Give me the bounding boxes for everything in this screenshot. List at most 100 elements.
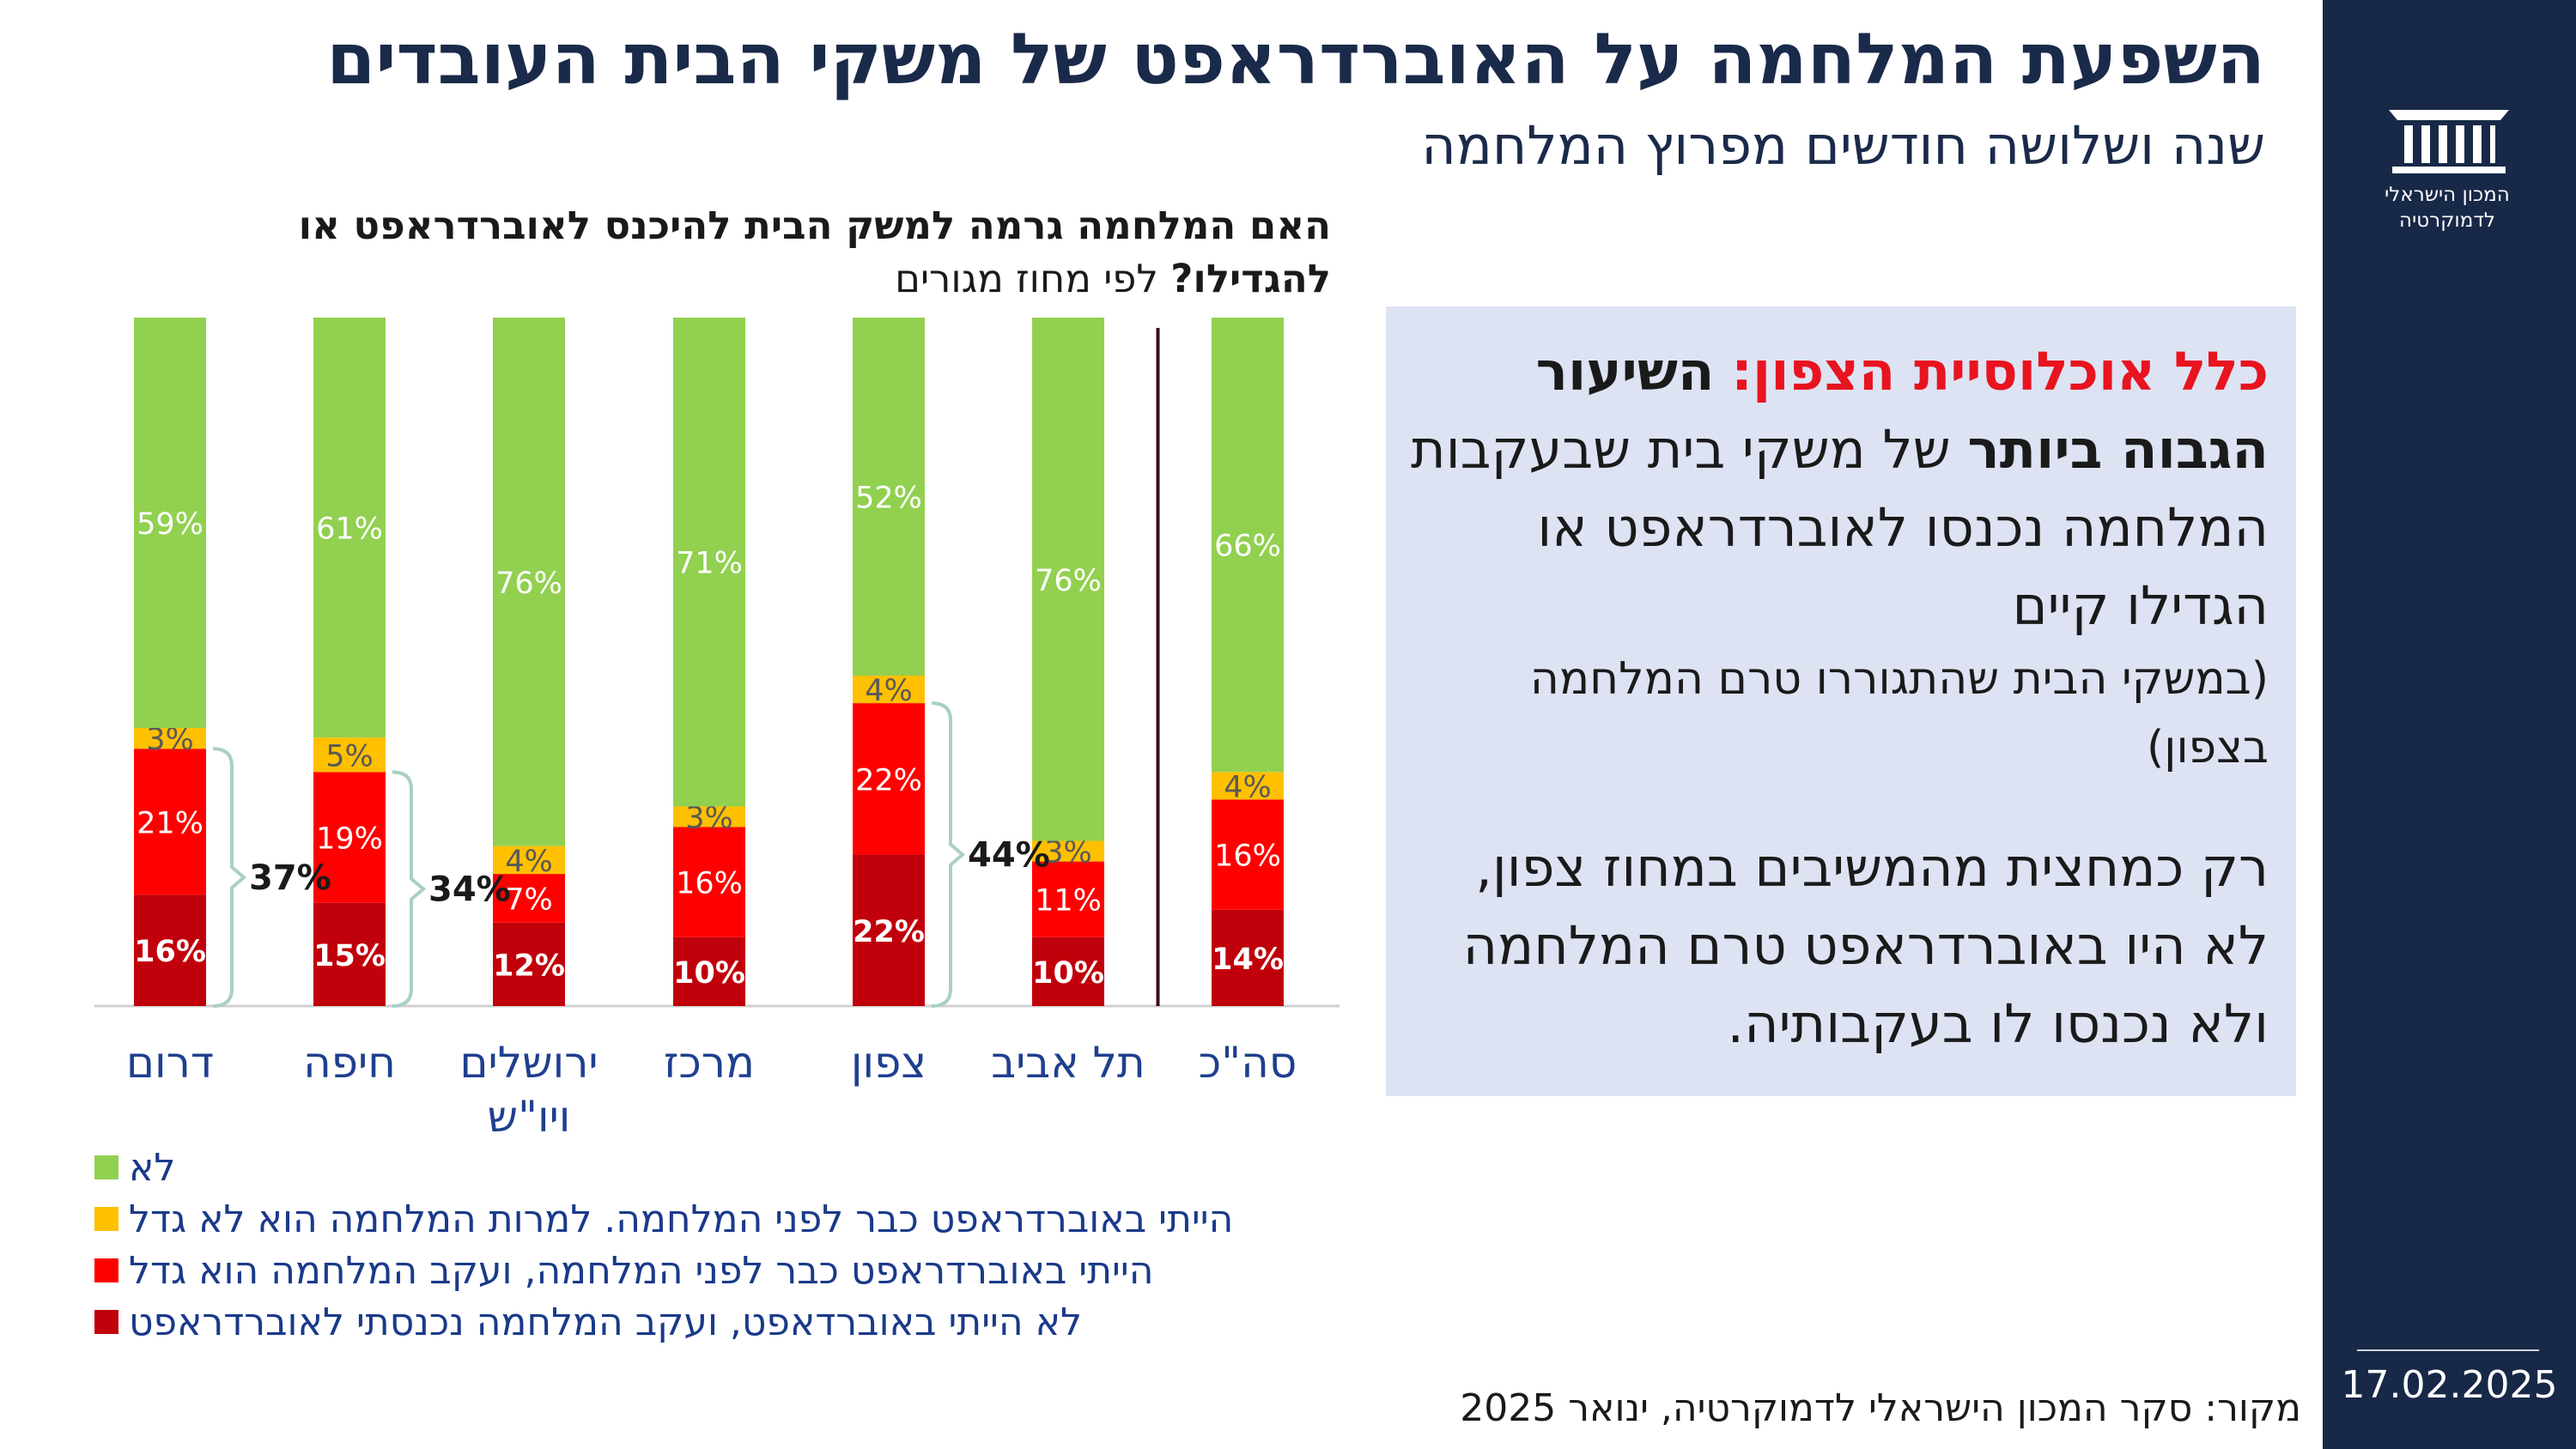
bar-segment-0-2	[134, 727, 206, 749]
page-title: השפעת המלחמה על האוברדראפט של משקי הבית …	[326, 19, 2265, 100]
source-note: מקור: סקר המכון הישראלי לדמוקרטיה, ינואר…	[1460, 1386, 2301, 1430]
stacked-bar-chart: 16%21%3%59%15%19%5%61%12%7%4%76%10%16%3%…	[94, 318, 1340, 1142]
data-label: 3%	[146, 723, 194, 757]
bar-segment-2-1	[493, 874, 565, 923]
bar-segment-2-0	[493, 922, 565, 1006]
org-name: המכון הישראלי לדמוקרטיה	[2348, 182, 2546, 233]
legend-label: לא הייתי באוברדאפט, ועקב המלחמה נכנסתי ל…	[129, 1300, 1083, 1344]
data-label: 4%	[505, 845, 553, 879]
sidebar	[2323, 0, 2576, 1449]
legend-label: הייתי באוברדראפט כבר לפני המלחמה. למרות …	[129, 1197, 1234, 1241]
bar-segment-0-1	[134, 749, 206, 895]
category-label: ויו"ש	[488, 1092, 571, 1142]
callout-note: (במשקי הבית שהתגוררו טרם המלחמה בצפון)	[1529, 653, 2269, 773]
bar-segment-3-2	[673, 806, 745, 828]
page-subtitle: שנה ושלושה חודשים מפרוץ המלחמה	[1421, 114, 2265, 177]
data-label: 12%	[493, 949, 565, 983]
callout-text: כלל אוכלוסיית הצפון: השיעור הגבוה ביותר …	[1410, 332, 2269, 1063]
legend-swatch	[94, 1207, 118, 1231]
data-label: 4%	[865, 674, 913, 708]
legend-item: הייתי באוברדראפט כבר לפני המלחמה. למרות …	[94, 1193, 1365, 1245]
chart-question: האם המלחמה גרמה למשק הבית להיכנס לאוברדר…	[155, 199, 1331, 306]
bar-segment-2-2	[493, 846, 565, 875]
legend-swatch	[94, 1258, 118, 1282]
data-label: 14%	[1212, 943, 1284, 977]
legend-label: לא	[129, 1145, 176, 1190]
callout-highlight: כלל אוכלוסיית הצפון:	[1731, 340, 2269, 403]
bar-segment-1-1	[313, 772, 386, 903]
bar-segment-2-3	[493, 318, 565, 846]
bar-segment-6-0	[1212, 909, 1284, 1006]
date-divider	[2357, 1349, 2539, 1351]
bar-segment-3-1	[673, 827, 745, 937]
data-label: 22%	[853, 915, 925, 949]
bar-segment-3-0	[673, 937, 745, 1006]
bar-segment-3-3	[673, 318, 745, 807]
data-label: 59%	[137, 507, 204, 542]
data-label: 3%	[1044, 836, 1092, 870]
data-label: 15%	[313, 939, 386, 973]
data-label: 19%	[316, 822, 383, 857]
bracket-label: 44%	[968, 836, 1050, 876]
data-label: 5%	[325, 739, 374, 773]
category-label: חיפה	[303, 1038, 396, 1088]
bar-segment-4-3	[853, 318, 925, 676]
legend-swatch	[94, 1310, 118, 1334]
data-label: 10%	[673, 956, 745, 991]
bar-segment-6-1	[1212, 799, 1284, 910]
bar-segment-6-3	[1212, 318, 1284, 773]
data-label: 22%	[855, 763, 922, 797]
data-label: 7%	[505, 882, 553, 917]
bar-segment-4-2	[853, 676, 925, 704]
callout-body: של משקי בית שבעקבות המלחמה נכנסו לאוברדר…	[1410, 418, 2269, 637]
bar-segment-6-2	[1212, 772, 1284, 800]
category-label: תל אביב	[991, 1038, 1145, 1088]
bar-segment-5-0	[1032, 937, 1104, 1006]
data-label: 71%	[676, 547, 743, 581]
data-label: 76%	[495, 567, 562, 601]
bar-segment-0-3	[134, 318, 206, 728]
bar-segment-5-3	[1032, 318, 1104, 841]
org-name-line2: לדמוקרטיה	[2399, 209, 2495, 232]
data-label: 76%	[1035, 564, 1102, 598]
bracket-label: 37%	[249, 858, 331, 898]
category-label: סה"כ	[1199, 1038, 1297, 1088]
legend-label: הייתי באוברדראפט כבר לפני המלחמה, ועקב ה…	[129, 1248, 1154, 1293]
callout-body-2: רק כמחצית מהמשיבים במחוז צפון, לא היו בא…	[1462, 836, 2269, 1055]
building-columns-icon	[2389, 110, 2509, 173]
data-label: 4%	[1224, 770, 1272, 804]
data-label: 16%	[1214, 840, 1281, 874]
date: 17.02.2025	[2341, 1363, 2558, 1407]
bar-segment-4-1	[853, 703, 925, 855]
bracket-0	[212, 747, 247, 1008]
chart-legend: לא הייתי באוברדראפט כבר לפני המלחמה. למרו…	[94, 1142, 1365, 1348]
bracket-4	[931, 701, 966, 1008]
org-name-line1: המכון הישראלי	[2385, 184, 2510, 206]
bracket-label: 34%	[428, 870, 511, 910]
data-label: 11%	[1035, 884, 1102, 919]
callout-bold: השיעור הגבוה ביותר	[1535, 340, 2269, 481]
data-label: 16%	[134, 935, 206, 969]
bar-segment-1-3	[313, 318, 386, 738]
data-label: 66%	[1214, 530, 1281, 564]
legend-item: לא הייתי באוברדאפט, ועקב המלחמה נכנסתי ל…	[94, 1296, 1365, 1348]
data-label: 21%	[137, 806, 204, 840]
data-label: 52%	[855, 482, 922, 516]
category-label: דרום	[126, 1038, 214, 1088]
chart-question-bold: האם המלחמה גרמה למשק הבית להיכנס לאוברדר…	[298, 203, 1331, 301]
data-label: 10%	[1032, 956, 1104, 991]
bar-segment-4-0	[853, 854, 925, 1006]
chart-question-normal: לפי מחוז מגורים	[895, 256, 1158, 301]
category-label: ירושלים	[459, 1038, 598, 1088]
legend-item: הייתי באוברדראפט כבר לפני המלחמה, ועקב ה…	[94, 1245, 1365, 1296]
bar-segment-1-0	[313, 902, 386, 1006]
data-label: 61%	[316, 512, 383, 547]
legend-item: לא	[94, 1142, 1365, 1193]
data-label: 16%	[676, 867, 743, 901]
data-label: 3%	[685, 801, 733, 835]
bar-segment-5-1	[1032, 861, 1104, 937]
legend-swatch	[94, 1155, 118, 1179]
callout-box: כלל אוכלוסיית הצפון: השיעור הגבוה ביותר …	[1386, 306, 2296, 1096]
category-label: מרכז	[664, 1038, 755, 1088]
bar-segment-0-0	[134, 894, 206, 1006]
